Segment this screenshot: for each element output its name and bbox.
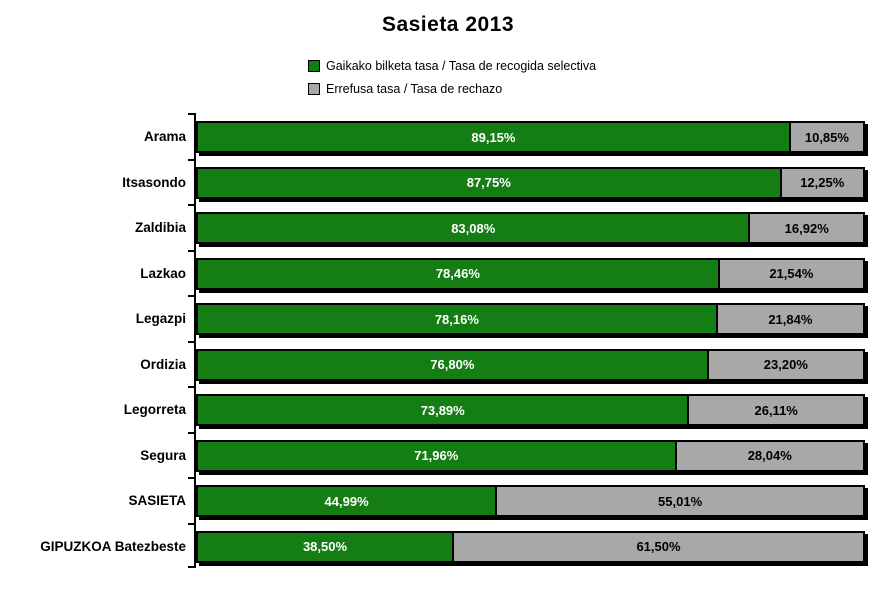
stacked-bar: 73,89% 26,11% [196, 394, 865, 426]
bar-row: Arama 89,15% 10,85% [0, 113, 896, 159]
category-label: Legazpi [135, 311, 186, 326]
category-label: GIPUZKOA Batezbeste [40, 538, 186, 554]
stacked-bar: 87,75% 12,25% [196, 166, 865, 199]
rejection-segment: 23,20% [708, 350, 863, 379]
axis-tick [188, 431, 194, 434]
axis-tick [188, 340, 194, 343]
selective-value-label: 83,08% [451, 220, 496, 236]
selective-value-label: 89,15% [471, 129, 516, 145]
selective-segment: 87,75% [198, 168, 782, 197]
stacked-bar: 83,08% 16,92% [196, 212, 865, 244]
category-label: Segura [140, 447, 186, 463]
rejection-value-label: 28,04% [747, 448, 792, 463]
rejection-segment: 28,04% [676, 441, 863, 470]
bar-row: Zaldibia 83,08% 16,92% [0, 204, 896, 250]
selective-value-label: 78,46% [435, 266, 480, 281]
bar-row: Lazkao 78,46% 21,54% [0, 250, 896, 296]
axis-tick [188, 158, 194, 161]
selective-value-label: 87,75% [466, 175, 511, 190]
rejection-segment: 21,54% [719, 259, 863, 288]
selective-value-label: 73,89% [420, 402, 465, 418]
category-label: Zaldibia [134, 220, 186, 235]
selective-segment: 78,16% [198, 305, 718, 333]
rejection-value-label: 26,11% [754, 402, 798, 418]
chart-title: Sasieta 2013 [381, 13, 515, 36]
rejection-segment: 12,25% [781, 168, 863, 197]
category-label: Legorreta [123, 402, 186, 417]
selective-segment: 83,08% [198, 214, 751, 242]
category-label: Itsasondo [122, 174, 186, 190]
stacked-bar: 76,80% 23,20% [196, 348, 865, 381]
axis-tick [188, 477, 194, 479]
category-label: Lazkao [140, 265, 186, 281]
rejection-value-label: 61,50% [636, 539, 681, 554]
rejection-value-label: 21,54% [769, 266, 814, 281]
legend-item: Errefusa tasa / Tasa de rechazo [308, 77, 596, 100]
y-axis-line [188, 113, 196, 568]
bar-row: Legorreta 73,89% 26,11% [0, 386, 896, 432]
legend-swatch-icon [308, 59, 320, 72]
legend-label: Errefusa tasa / Tasa de rechazo [326, 81, 503, 96]
rejection-segment: 21,84% [717, 305, 863, 333]
stacked-bar: 89,15% 10,85% [196, 121, 865, 153]
rejection-segment: 16,92% [750, 214, 863, 242]
bar-row: SASIETA 44,99% 55,01% [0, 477, 896, 523]
stacked-bar: 78,46% 21,54% [196, 257, 865, 290]
axis-tick [188, 249, 194, 252]
selective-segment: 73,89% [198, 396, 690, 424]
selective-segment: 89,15% [198, 123, 791, 151]
rejection-value-label: 55,01% [658, 493, 703, 509]
stacked-bar: 78,16% 21,84% [196, 303, 865, 335]
stacked-bar: 44,99% 55,01% [196, 485, 865, 517]
rejection-segment: 55,01% [497, 487, 863, 515]
rejection-segment: 61,50% [454, 532, 863, 561]
axis-tick [188, 386, 194, 388]
category-label: SASIETA [128, 493, 186, 508]
rejection-value-label: 21,84% [768, 311, 813, 327]
stacked-bar: 71,96% 28,04% [196, 439, 865, 472]
bar-rows: Arama 89,15% 10,85% Itsasondo 87,75% 12,… [0, 113, 896, 568]
category-label: Arama [143, 129, 186, 144]
selective-segment: 71,96% [198, 441, 677, 470]
stacked-bar: 38,50% 61,50% [196, 530, 865, 563]
bar-row: Legazpi 78,16% 21,84% [0, 295, 896, 341]
selective-value-label: 38,50% [302, 539, 348, 554]
selective-segment: 44,99% [198, 487, 498, 515]
axis-tick [188, 204, 194, 206]
selective-segment: 78,46% [198, 259, 720, 288]
selective-value-label: 44,99% [324, 493, 369, 509]
legend-label: Gaikako bilketa tasa / Tasa de recogida … [326, 58, 597, 73]
category-label: Ordizia [140, 356, 186, 372]
selective-segment: 38,50% [198, 532, 455, 561]
rejection-value-label: 16,92% [784, 220, 829, 236]
rejection-segment: 26,11% [689, 396, 863, 424]
selective-value-label: 78,16% [434, 311, 479, 327]
bar-row: Itsasondo 87,75% 12,25% [0, 159, 896, 205]
bar-row: Segura 71,96% 28,04% [0, 432, 896, 478]
legend-item: Gaikako bilketa tasa / Tasa de recogida … [308, 54, 596, 77]
plot-area: Arama 89,15% 10,85% Itsasondo 87,75% 12,… [0, 113, 896, 568]
rejection-value-label: 12,25% [800, 175, 845, 190]
axis-tick [188, 295, 194, 297]
legend: Gaikako bilketa tasa / Tasa de recogida … [308, 54, 596, 100]
selective-value-label: 76,80% [430, 357, 475, 372]
selective-segment: 76,80% [198, 350, 709, 379]
selective-value-label: 71,96% [414, 448, 459, 463]
legend-swatch-icon [308, 82, 320, 95]
axis-tick [188, 566, 194, 568]
rejection-value-label: 23,20% [763, 357, 808, 372]
rejection-value-label: 10,85% [804, 129, 849, 145]
bar-row: Ordizia 76,80% 23,20% [0, 341, 896, 387]
rejection-segment: 10,85% [790, 123, 863, 151]
axis-tick [188, 113, 194, 115]
bar-row: GIPUZKOA Batezbeste 38,50% 61,50% [0, 523, 896, 569]
axis-tick [188, 522, 194, 525]
